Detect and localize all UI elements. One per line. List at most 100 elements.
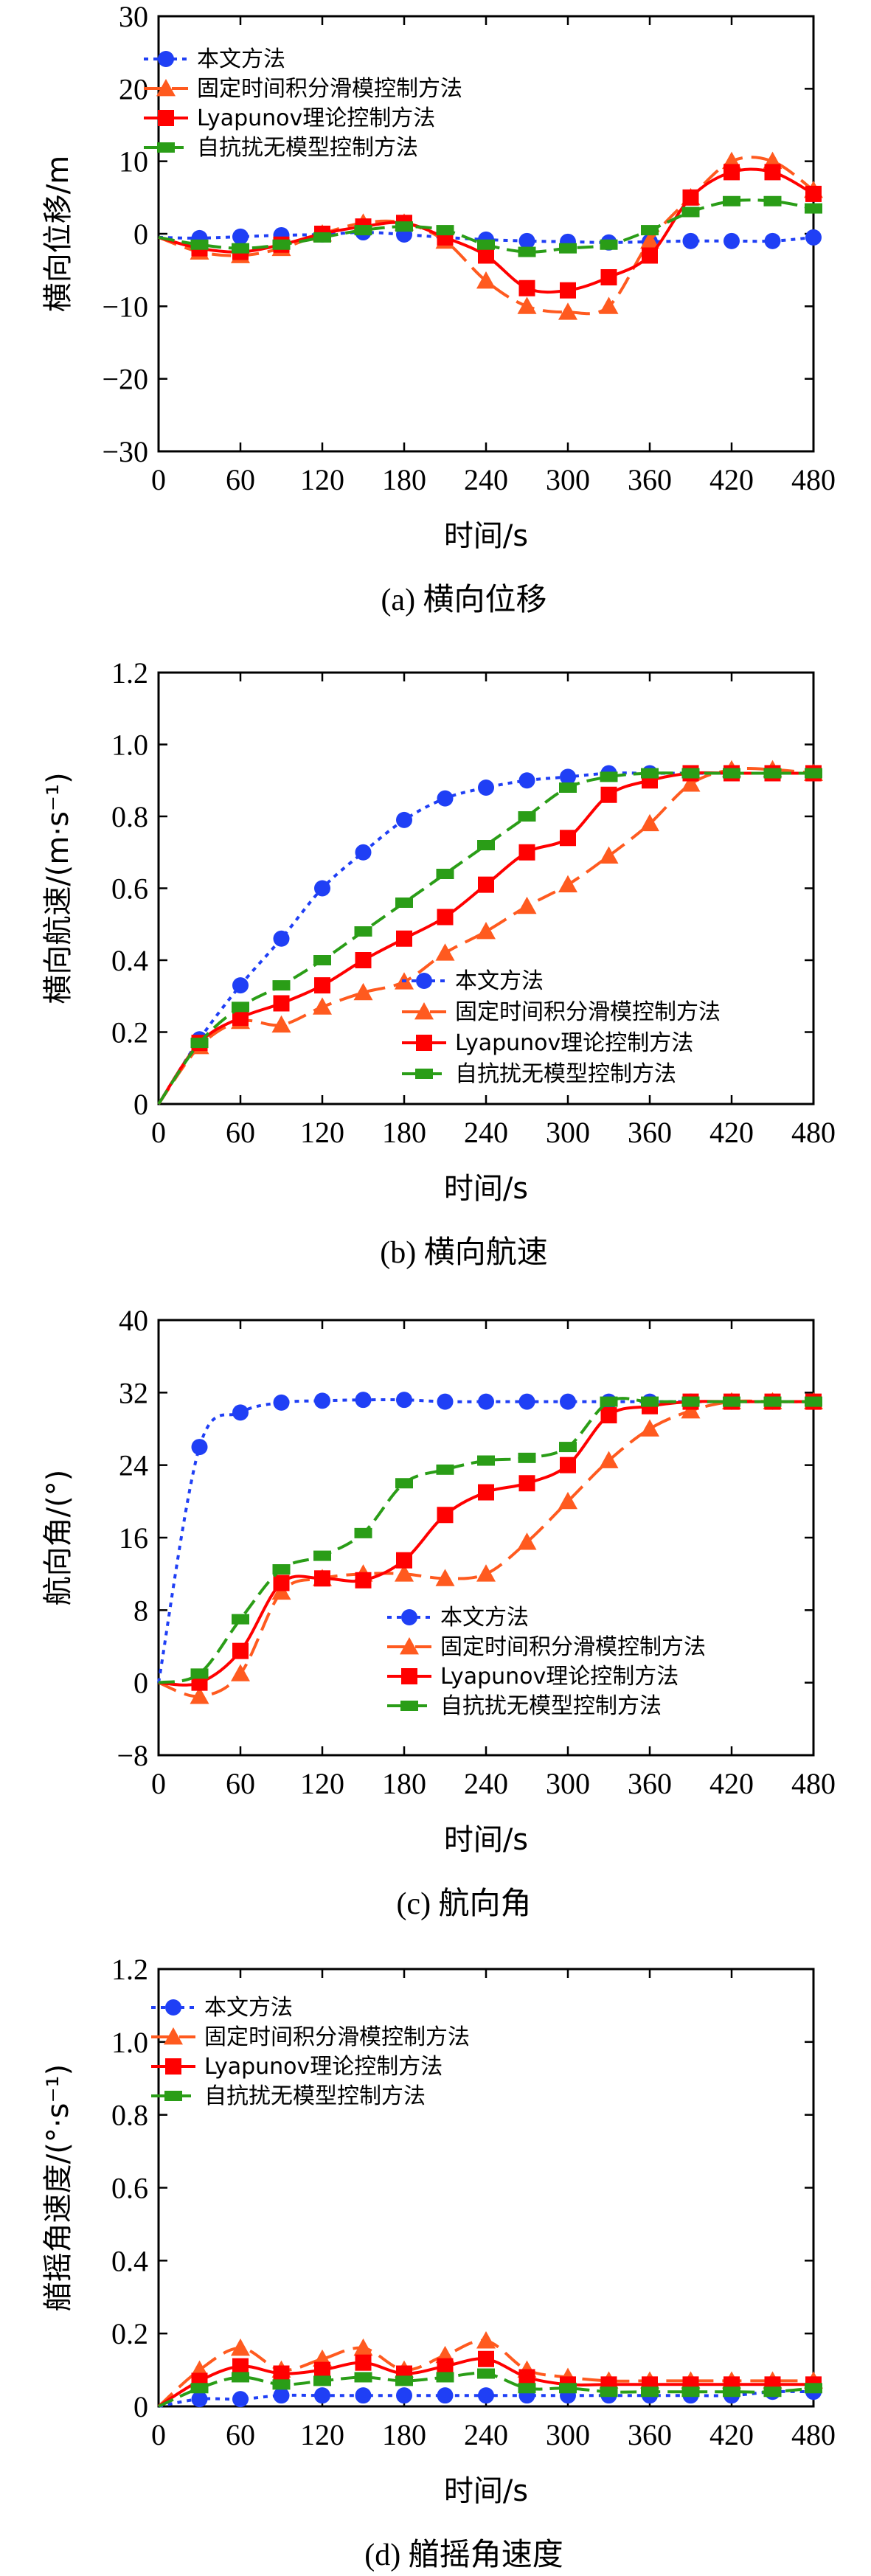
data-point-proposed: [518, 772, 535, 789]
data-point-lyapunov: [600, 1407, 617, 1424]
data-point-fixed-time: [476, 1564, 496, 1582]
x-tick-label: 420: [709, 463, 754, 496]
data-point-proposed: [273, 930, 290, 947]
data-point-adrc: [313, 955, 331, 965]
data-point-adrc: [232, 2372, 249, 2383]
y-tick-label: 32: [119, 1376, 148, 1409]
data-point-proposed: [437, 2387, 454, 2404]
data-point-adrc: [436, 225, 454, 236]
data-point-adrc: [681, 2386, 700, 2398]
x-axis-label: 时间/s: [444, 1172, 528, 1206]
data-point-adrc: [354, 926, 372, 937]
data-point-lyapunov: [518, 844, 535, 861]
x-tick-label: 120: [300, 1767, 344, 1800]
data-point-adrc: [805, 2383, 822, 2394]
legend-label-adrc: 自抗扰无模型控制方法: [440, 1693, 662, 1719]
y-tick-label: 0.6: [111, 2172, 148, 2205]
data-point-lyapunov: [314, 1570, 330, 1587]
data-point-adrc: [477, 2368, 495, 2379]
legend-label-lyapunov: Lyapunov理论控制方法: [204, 2054, 443, 2080]
data-point-fixed-time: [640, 1419, 659, 1437]
legend-marker-fixed-time: [414, 1002, 434, 1020]
data-point-adrc: [395, 2375, 413, 2386]
data-point-adrc: [272, 980, 291, 991]
legend-marker-adrc: [157, 142, 175, 153]
x-tick-label: 0: [151, 1767, 166, 1800]
data-point-adrc: [436, 1464, 454, 1475]
y-tick-label: 0.2: [111, 2317, 148, 2350]
y-tick-label: 24: [119, 1449, 148, 1482]
data-point-fixed-time: [395, 1564, 414, 1582]
data-point-adrc: [641, 768, 659, 779]
legend-marker-adrc: [400, 1701, 418, 1711]
data-point-adrc: [190, 1668, 209, 1679]
y-tick-label: 10: [119, 145, 148, 178]
data-point-proposed: [437, 1393, 454, 1410]
data-point-adrc: [641, 2386, 659, 2398]
legend-label-proposed: 本文方法: [204, 1995, 293, 2021]
data-point-adrc: [232, 1614, 249, 1625]
x-tick-label: 180: [382, 1767, 426, 1800]
x-tick-label: 300: [546, 1767, 590, 1800]
data-point-adrc: [681, 206, 700, 218]
data-point-fixed-time: [476, 2331, 496, 2349]
data-point-adrc: [272, 2379, 291, 2390]
data-point-fixed-time: [353, 982, 373, 1001]
chart-panel-4: 0 60 120 180 240 300 360 420 480 0 0.2 0.4 0.6 0.8 1.0…: [41, 1953, 836, 2572]
data-point-proposed: [560, 768, 576, 785]
y-tick-label: 1.0: [111, 2026, 148, 2059]
data-point-fixed-time: [558, 302, 577, 320]
data-point-lyapunov: [560, 282, 576, 299]
x-tick-label: 360: [628, 2418, 672, 2451]
data-point-fixed-time: [517, 896, 537, 914]
legend-label-adrc: 自抗扰无模型控制方法: [455, 1061, 676, 1087]
data-point-adrc: [559, 2383, 577, 2394]
data-point-adrc: [763, 2386, 782, 2398]
y-tick-label: 30: [119, 0, 148, 33]
data-point-fixed-time: [353, 2338, 373, 2356]
y-tick-label: −30: [102, 435, 148, 468]
data-point-adrc: [518, 1452, 536, 1463]
x-tick-label: 300: [546, 2418, 590, 2451]
data-point-proposed: [355, 1392, 372, 1409]
legend-marker-lyapunov: [165, 2058, 181, 2075]
data-point-adrc: [723, 768, 740, 779]
data-point-lyapunov: [273, 2365, 290, 2382]
x-tick-label: 180: [382, 463, 426, 496]
x-tick-label: 420: [709, 1767, 754, 1800]
data-point-lyapunov: [232, 1010, 249, 1026]
x-tick-label: 120: [300, 2418, 344, 2451]
data-point-proposed: [314, 2387, 330, 2404]
data-point-lyapunov: [437, 2358, 454, 2375]
data-point-proposed: [560, 1393, 576, 1410]
data-point-proposed: [314, 1392, 330, 1409]
y-tick-label: 1.0: [111, 729, 148, 762]
panel-caption: (b) 横向航速: [380, 1235, 547, 1270]
y-tick-label: −10: [102, 290, 148, 323]
legend-marker-lyapunov: [416, 1035, 432, 1051]
data-point-lyapunov: [437, 1507, 454, 1524]
y-tick-label: 0: [133, 1088, 148, 1121]
data-point-lyapunov: [642, 247, 658, 264]
data-point-adrc: [354, 2372, 372, 2383]
panel-caption: (c) 航向角: [396, 1886, 531, 1921]
data-point-adrc: [395, 898, 413, 908]
y-axis-label: 航向角/(°): [41, 1470, 75, 1606]
y-tick-label: −8: [117, 1739, 148, 1772]
data-point-lyapunov: [232, 2358, 249, 2375]
data-point-proposed: [355, 844, 372, 861]
data-point-adrc: [436, 2372, 454, 2383]
data-point-adrc: [681, 768, 700, 779]
data-point-adrc: [518, 2383, 536, 2394]
x-tick-label: 360: [628, 1767, 672, 1800]
data-point-fixed-time: [681, 774, 701, 792]
data-point-adrc: [313, 1550, 331, 1561]
data-point-proposed: [232, 228, 249, 245]
data-point-proposed: [478, 1393, 494, 1410]
legend-marker-proposed: [401, 1609, 417, 1625]
legend-marker-fixed-time: [164, 2027, 183, 2045]
x-axis-label: 时间/s: [444, 2474, 528, 2508]
